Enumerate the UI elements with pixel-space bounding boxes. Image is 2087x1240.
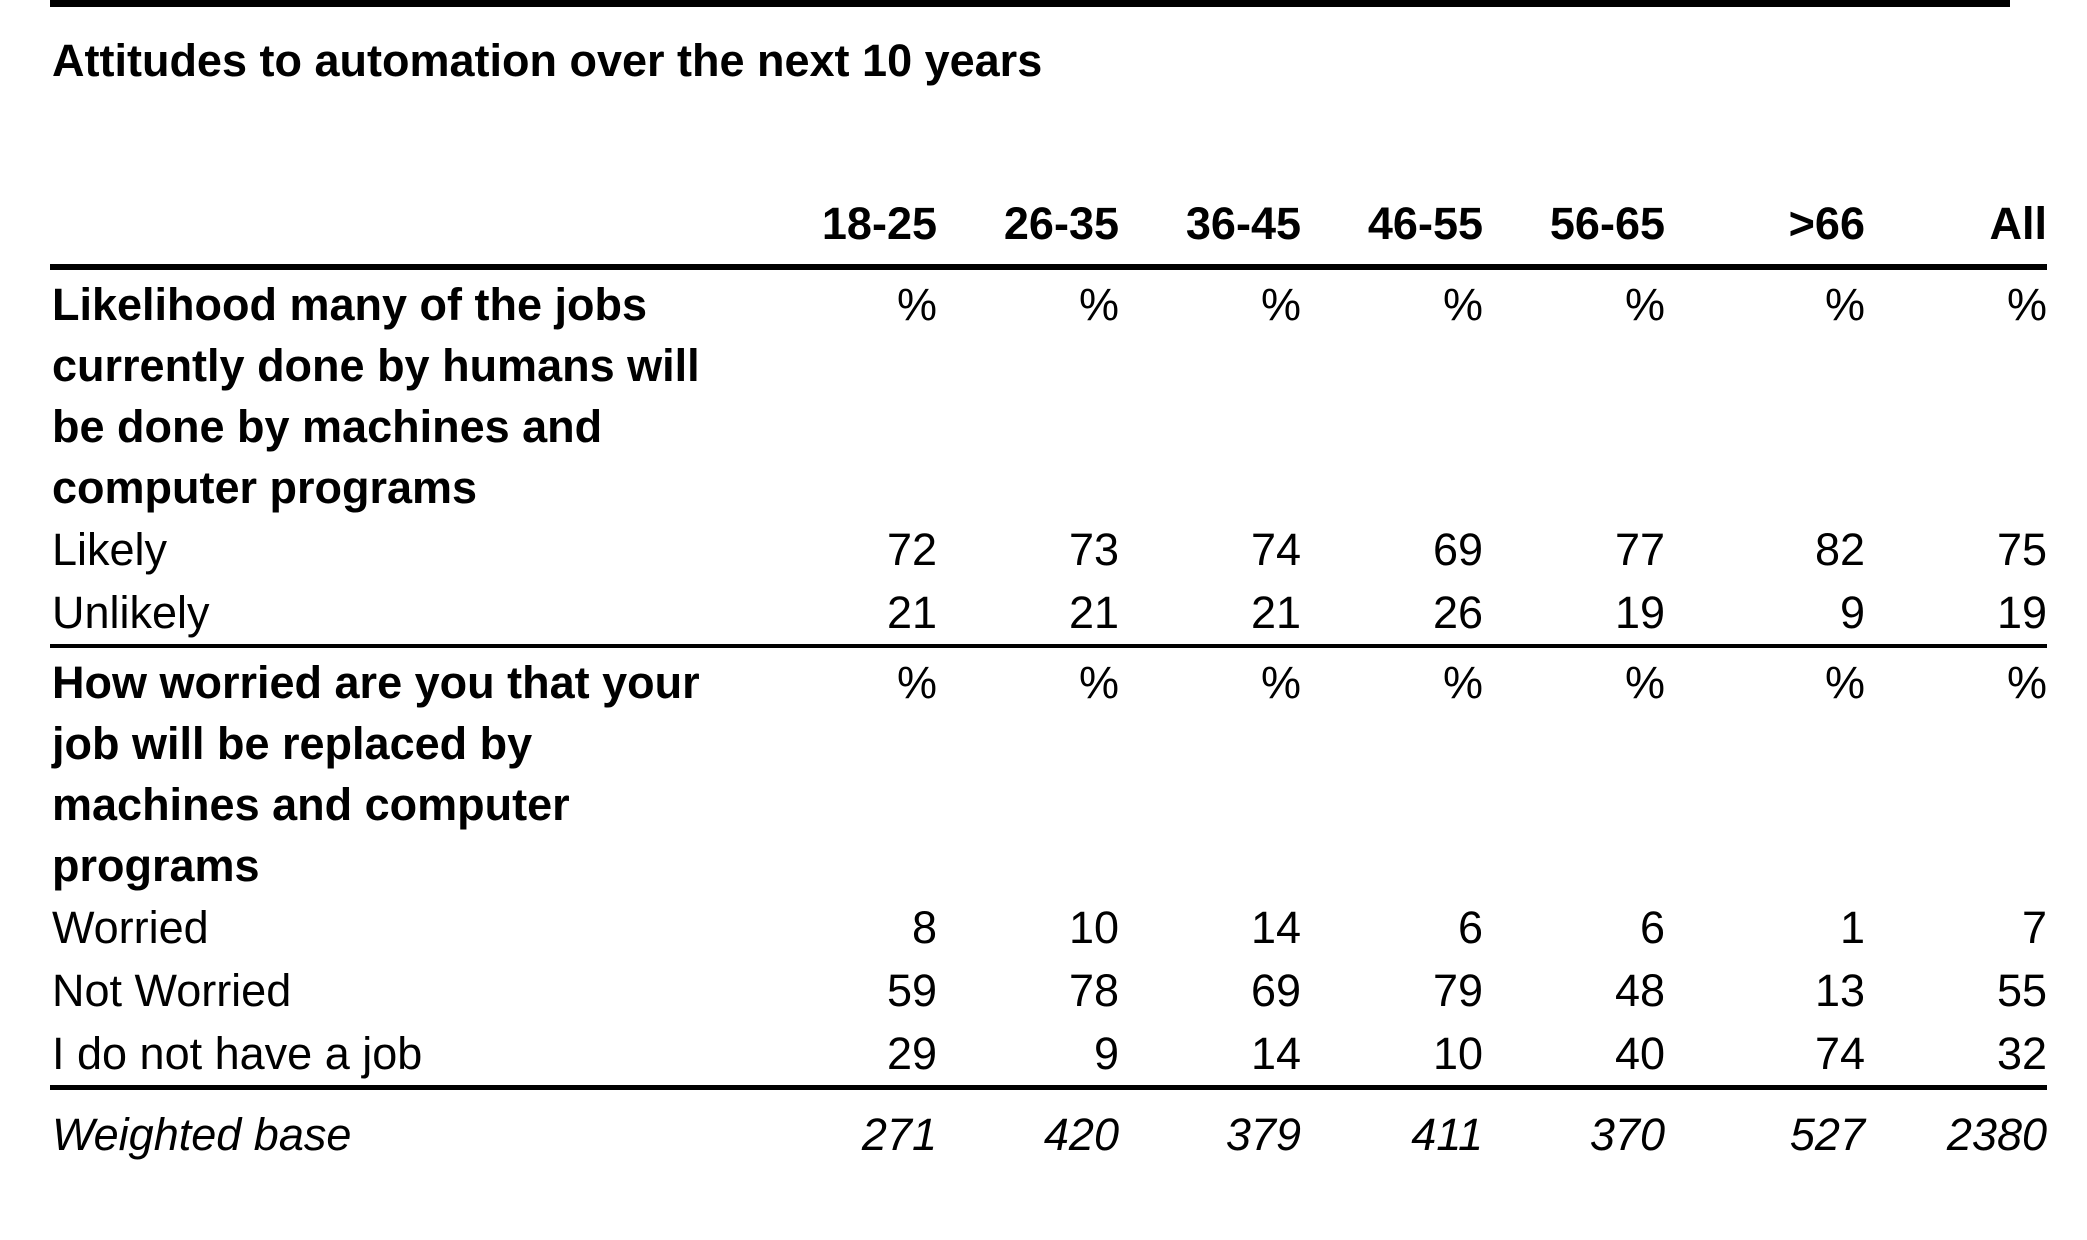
value-cell: 59 (886, 965, 937, 1016)
column-header: All (1865, 166, 2047, 270)
header-row: 18-25 26-35 36-45 46-55 56-65 >66 All (50, 166, 2047, 270)
value-cell: 26 (1301, 581, 1483, 648)
row-label: Unlikely (50, 581, 755, 648)
value-cell: 79 (1432, 965, 1483, 1016)
unit-cell: % (1442, 279, 1483, 330)
unit-cell: % (1824, 279, 1865, 330)
unit-cell: % (1260, 657, 1301, 708)
weighted-base-row: Weighted base 271 420 379 411 370 527 23… (50, 1088, 2047, 1166)
table-row: Worried 8 10 14 6 6 1 7 (50, 896, 2047, 959)
table-row: Unlikely 21 21 21 26 19 9 19 (50, 581, 2047, 648)
question-row: Likelihood many of the jobs currently do… (50, 267, 2047, 518)
value-cell: 32 (1865, 1022, 2047, 1090)
base-value-cell: 379 (1225, 1109, 1301, 1160)
value-cell: 6 (1457, 902, 1483, 953)
value-cell: 10 (1068, 902, 1119, 953)
value-cell: 55 (1996, 965, 2047, 1016)
row-label: Worried (52, 902, 209, 953)
value-cell: 1 (1839, 902, 1865, 953)
unit-cell: % (1078, 279, 1119, 330)
automation-attitudes-table: 18-25 26-35 36-45 46-55 56-65 >66 All Li… (50, 166, 2047, 1165)
unit-cell: % (1624, 279, 1665, 330)
value-cell: 21 (755, 581, 937, 648)
value-cell: 10 (1301, 1022, 1483, 1090)
value-cell: 29 (755, 1022, 937, 1090)
column-header: 26-35 (937, 166, 1119, 270)
unit-cell: % (1078, 657, 1119, 708)
value-cell: 21 (1119, 581, 1301, 648)
value-cell: 82 (1814, 524, 1865, 575)
unit-cell: % (1442, 657, 1483, 708)
value-cell: 14 (1119, 1022, 1301, 1090)
value-cell: 40 (1483, 1022, 1665, 1090)
value-cell: 74 (1665, 1022, 1865, 1090)
value-cell: 72 (886, 524, 937, 575)
value-cell: 13 (1814, 965, 1865, 1016)
unit-cell: % (2006, 279, 2047, 330)
column-header: 56-65 (1483, 166, 1665, 270)
base-value-cell: 271 (861, 1109, 937, 1160)
question-label: Likelihood many of the jobs currently do… (52, 279, 700, 513)
value-cell: 7 (2021, 902, 2047, 953)
value-cell: 69 (1250, 965, 1301, 1016)
unit-cell: % (2006, 657, 2047, 708)
row-label: Not Worried (52, 965, 292, 1016)
top-rule (50, 0, 2010, 7)
table-row: Likely 72 73 74 69 77 82 75 (50, 518, 2047, 581)
value-cell: 9 (937, 1022, 1119, 1090)
value-cell: 48 (1614, 965, 1665, 1016)
table-row: I do not have a job 29 9 14 10 40 74 32 (50, 1022, 2047, 1090)
unit-cell: % (896, 657, 937, 708)
column-header: 46-55 (1301, 166, 1483, 270)
table-title: Attitudes to automation over the next 10… (52, 35, 1043, 86)
unit-cell: % (1260, 279, 1301, 330)
question-label: How worried are you that your job will b… (52, 657, 700, 891)
value-cell: 21 (937, 581, 1119, 648)
column-header: 18-25 (755, 166, 937, 270)
column-header: >66 (1665, 166, 1865, 270)
value-cell: 75 (1996, 524, 2047, 575)
base-value-cell: 411 (1411, 1109, 1483, 1160)
header-label-cell (50, 166, 755, 270)
value-cell: 6 (1639, 902, 1665, 953)
question-row: How worried are you that your job will b… (50, 646, 2047, 896)
row-label: Likely (52, 524, 168, 575)
unit-cell: % (896, 279, 937, 330)
value-cell: 78 (1068, 965, 1119, 1016)
weighted-base-label: Weighted base (52, 1109, 352, 1160)
row-label: I do not have a job (50, 1022, 755, 1090)
value-cell: 73 (1068, 524, 1119, 575)
value-cell: 8 (911, 902, 937, 953)
base-value-cell: 527 (1789, 1109, 1865, 1160)
value-cell: 14 (1250, 902, 1301, 953)
unit-cell: % (1824, 657, 1865, 708)
value-cell: 9 (1665, 581, 1865, 648)
value-cell: 19 (1865, 581, 2047, 648)
table-row: Not Worried 59 78 69 79 48 13 55 (50, 959, 2047, 1022)
value-cell: 77 (1614, 524, 1665, 575)
value-cell: 74 (1250, 524, 1301, 575)
unit-cell: % (1624, 657, 1665, 708)
value-cell: 19 (1483, 581, 1665, 648)
base-value-cell: 420 (1043, 1109, 1119, 1160)
base-value-cell: 370 (1589, 1109, 1665, 1160)
value-cell: 69 (1432, 524, 1483, 575)
column-header: 36-45 (1119, 166, 1301, 270)
base-value-cell: 2380 (1946, 1109, 2047, 1160)
